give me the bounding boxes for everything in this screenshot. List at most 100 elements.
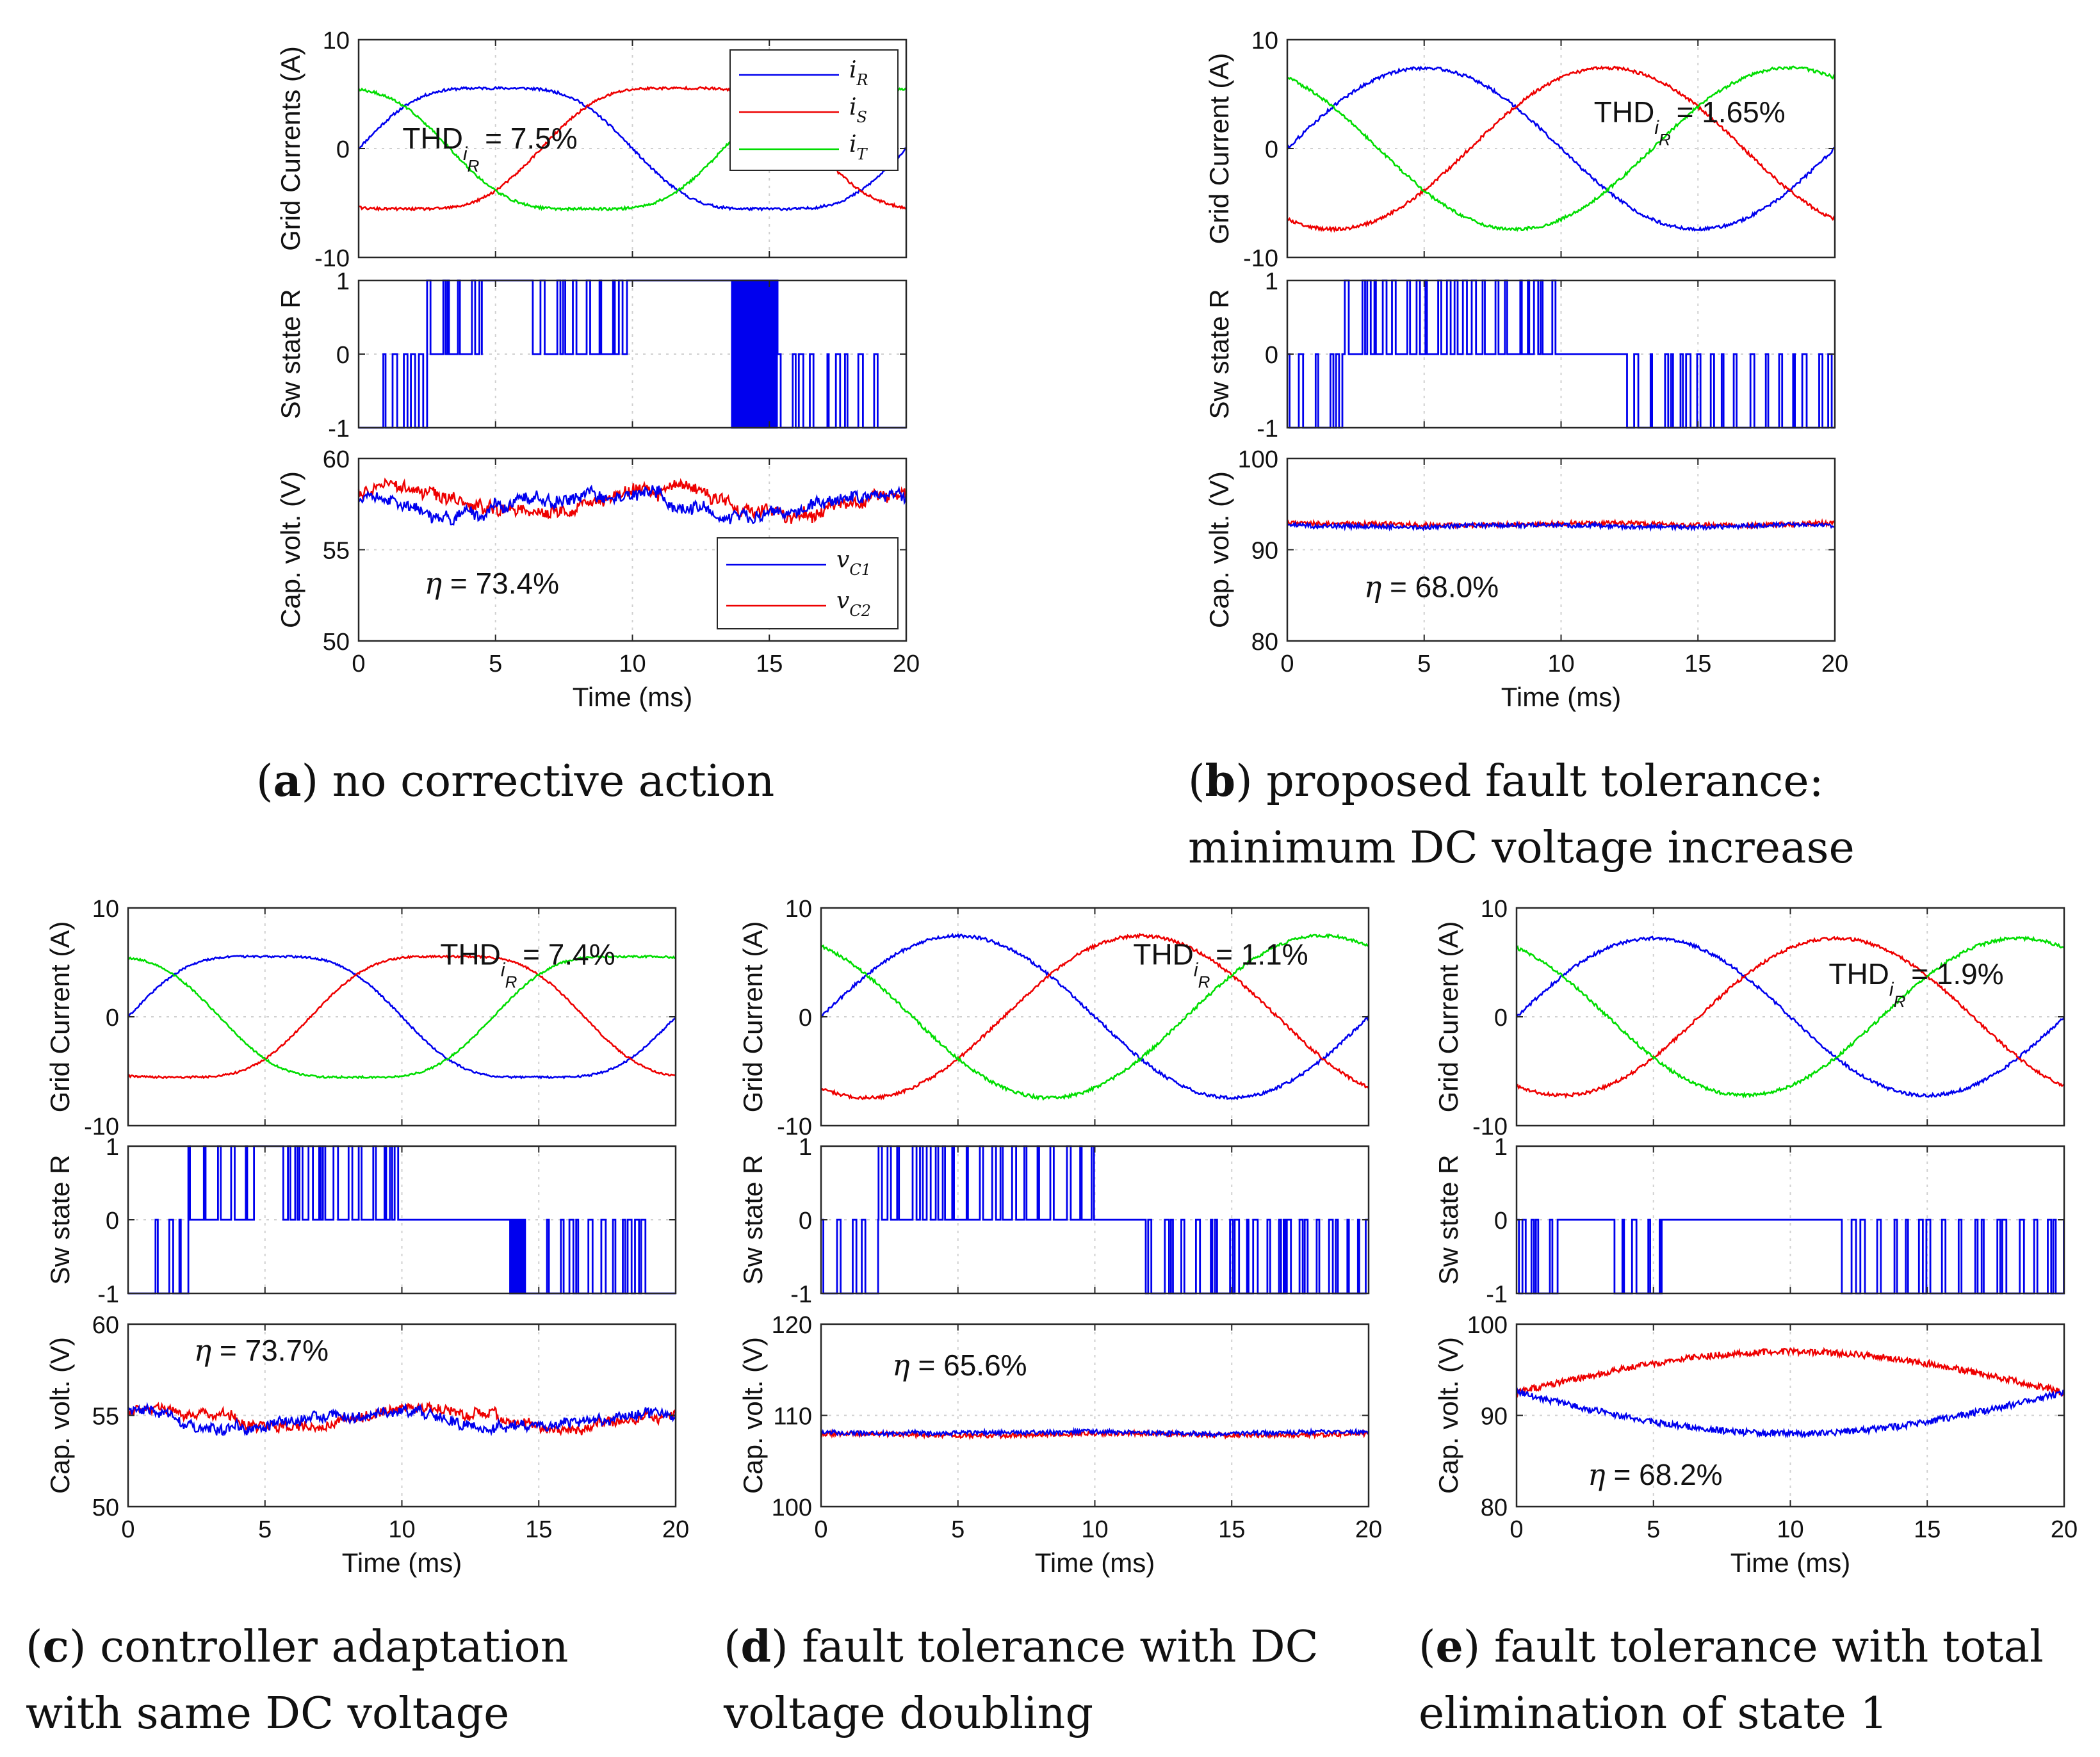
switching-ytick-label: 0 xyxy=(1494,1208,1508,1235)
switching-ytick-label: -1 xyxy=(1257,416,1278,442)
capacitor-legend xyxy=(717,537,899,629)
x-axis-label: Time (ms) xyxy=(342,1548,462,1578)
capacitor-xtick-label: 0 xyxy=(1280,651,1294,677)
capacitor-ytick-label: 60 xyxy=(323,446,350,473)
capacitor-bg xyxy=(128,1324,676,1507)
currents-ytick-label: -10 xyxy=(777,1113,812,1140)
iT-line xyxy=(127,954,676,1080)
x-axis-label: Time (ms) xyxy=(1501,682,1621,712)
thd-annotation: THDiR = 7.4% xyxy=(440,937,615,991)
thd-annotation: THDiR = 1.9% xyxy=(1828,957,2003,1011)
capacitor-xtick-label: 5 xyxy=(1417,651,1431,677)
switching-ytick-label: 1 xyxy=(1265,268,1278,295)
capacitor-xtick-label: 20 xyxy=(662,1516,689,1543)
switching-ytick-label: 0 xyxy=(336,342,350,369)
caption-c: (c) controller adaptation with same DC vo… xyxy=(26,1621,569,1739)
currents-ytick-label: 10 xyxy=(1481,896,1508,923)
switching-ylabel: Sw state R xyxy=(275,289,305,419)
iR-line xyxy=(1515,935,2065,1099)
switching-ytick-label: 0 xyxy=(1265,342,1278,369)
capacitor-xtick-label: 5 xyxy=(1647,1516,1660,1543)
thd-annotation: THDiR = 1.1% xyxy=(1133,937,1308,991)
capacitor-xtick-label: 0 xyxy=(814,1516,827,1543)
capacitor-ytick-label: 110 xyxy=(773,1404,812,1430)
switching-ytick-label: -1 xyxy=(1486,1281,1508,1308)
currents-ytick-label: 0 xyxy=(1494,1005,1508,1032)
capacitor-ylabel: Cap. volt. (V) xyxy=(275,471,305,628)
capacitor-xtick-label: 10 xyxy=(388,1516,415,1543)
capacitor-ylabel: Cap. volt. (V) xyxy=(45,1337,75,1494)
currents-ytick-label: 10 xyxy=(92,896,119,923)
switching-ylabel: Sw state R xyxy=(1204,289,1234,419)
capacitor-ytick-label: 90 xyxy=(1251,538,1278,565)
capacitor-bg xyxy=(821,1324,1369,1507)
vC1-line xyxy=(820,1427,1370,1439)
switching-ytick-label: -1 xyxy=(790,1281,812,1308)
switching-ytick-label: 0 xyxy=(799,1208,812,1235)
iR-line xyxy=(1286,65,1835,232)
capacitor-xtick-label: 10 xyxy=(1547,651,1574,677)
capacitor-xtick-label: 15 xyxy=(525,1516,552,1543)
capacitor-legend-entry: vC1 xyxy=(836,547,871,579)
vC2-line xyxy=(127,1401,677,1437)
capacitor-xtick-label: 20 xyxy=(1355,1516,1382,1543)
capacitor-ylabel: Cap. volt. (V) xyxy=(1433,1337,1463,1494)
thd-annotation: THDiR = 1.65% xyxy=(1594,95,1786,149)
switching-ytick-label: 0 xyxy=(106,1208,119,1235)
switching-ytick-label: 1 xyxy=(106,1134,119,1161)
currents-ytick-label: -10 xyxy=(84,1113,119,1140)
capacitor-xtick-label: 15 xyxy=(756,651,783,677)
capacitor-xtick-label: 5 xyxy=(258,1516,272,1543)
vC1-line xyxy=(357,485,908,526)
vC2-line xyxy=(1515,1347,2065,1398)
iR-line xyxy=(820,932,1370,1101)
capacitor-ytick-label: 60 xyxy=(92,1312,119,1339)
capacitor-ylabel: Cap. volt. (V) xyxy=(738,1337,768,1494)
currents-ytick-label: -10 xyxy=(1243,245,1278,272)
capacitor-xtick-label: 10 xyxy=(1777,1516,1803,1543)
iS-line xyxy=(821,932,1370,1101)
thd-annotation: THDiR = 7.5% xyxy=(402,122,577,175)
iS-line xyxy=(1516,935,2065,1099)
currents-ytick-label: 0 xyxy=(106,1005,119,1032)
capacitor-ytick-label: 100 xyxy=(1467,1312,1508,1339)
capacitor-xtick-label: 5 xyxy=(951,1516,965,1543)
currents-ylabel: Grid Current (A) xyxy=(1433,921,1463,1113)
caption-a: (a) no corrective action xyxy=(256,756,775,807)
caption-e: (e) fault tolerance with total eliminatio… xyxy=(1419,1621,2044,1739)
switching-ytick-label: -1 xyxy=(97,1281,119,1308)
capacitor-xtick-label: 10 xyxy=(619,651,646,677)
currents-ytick-label: 10 xyxy=(785,896,812,923)
capacitor-xtick-label: 15 xyxy=(1684,651,1711,677)
efficiency-annotation: η = 68.0% xyxy=(1364,570,1499,604)
capacitor-ytick-label: 80 xyxy=(1251,629,1278,656)
iS-line xyxy=(127,954,676,1080)
capacitor-bg xyxy=(1517,1324,2064,1507)
vC1-line xyxy=(1286,520,1835,532)
capacitor-xtick-label: 15 xyxy=(1914,1516,1941,1543)
iR-line xyxy=(358,86,907,212)
capacitor-ytick-label: 55 xyxy=(92,1404,119,1430)
efficiency-annotation: η = 65.6% xyxy=(892,1348,1027,1382)
currents-ytick-label: 10 xyxy=(323,28,350,54)
caption-b: (b) proposed fault tolerance: minimum DC … xyxy=(1188,756,1855,873)
currents-legend-entry: iR xyxy=(849,57,868,89)
caption-d: (d) fault tolerance with DC voltage doubl… xyxy=(724,1621,1319,1739)
capacitor-legend-entry: vC2 xyxy=(836,588,871,620)
efficiency-annotation: η = 73.4% xyxy=(425,566,559,601)
capacitor-xtick-label: 15 xyxy=(1218,1516,1245,1543)
capacitor-ytick-label: 50 xyxy=(92,1494,119,1521)
iT-line xyxy=(1515,935,2065,1099)
x-axis-label: Time (ms) xyxy=(1035,1548,1155,1578)
capacitor-ytick-label: 100 xyxy=(1238,446,1278,473)
capacitor-ytick-label: 90 xyxy=(1481,1404,1508,1430)
vC1-line xyxy=(1515,1387,2065,1439)
capacitor-ytick-label: 80 xyxy=(1481,1494,1508,1521)
currents-legend-entry: iS xyxy=(849,94,867,126)
vC1-line xyxy=(127,1402,677,1437)
currents-ylabel: Grid Current (A) xyxy=(45,921,75,1113)
